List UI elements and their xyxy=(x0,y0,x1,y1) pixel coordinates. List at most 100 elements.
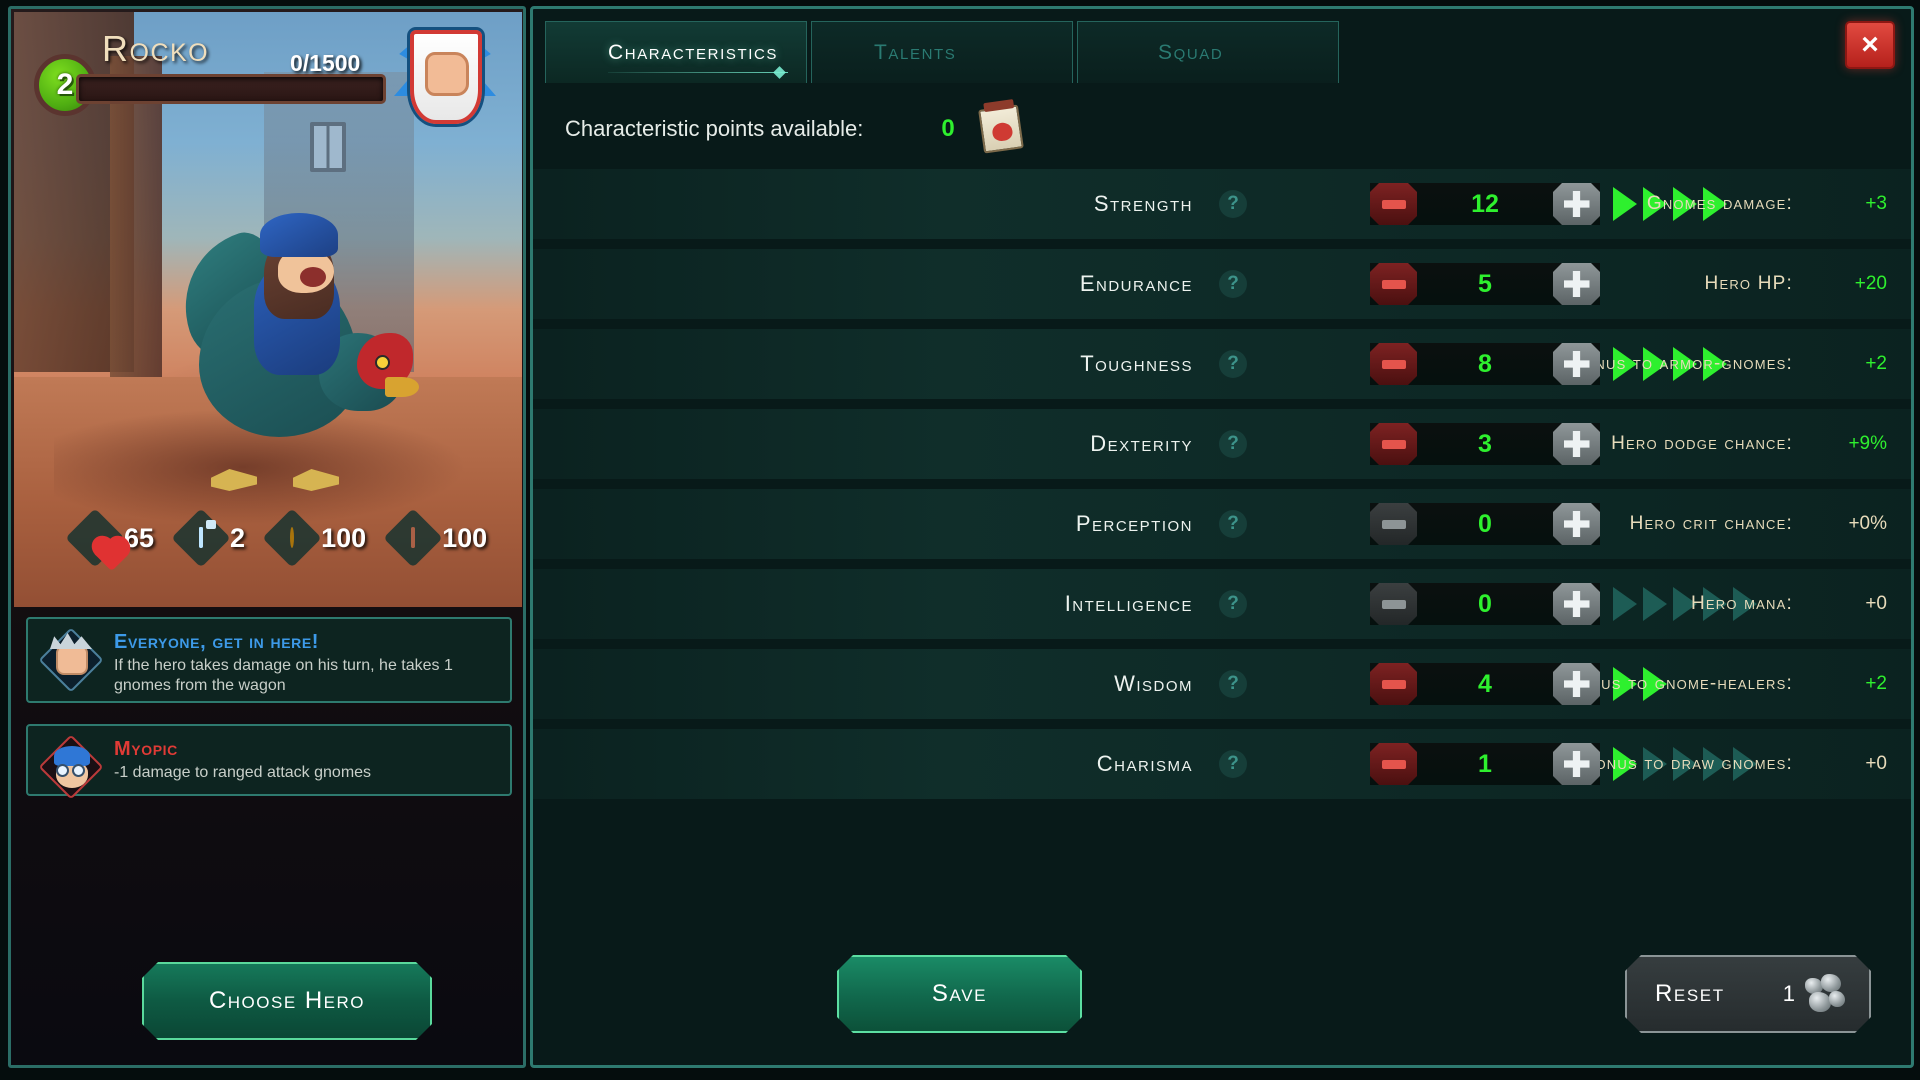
tab-bar: Characteristics Talents Squad xyxy=(545,21,1339,83)
stat-decrease-button[interactable] xyxy=(1370,663,1417,705)
stat-bonus-label: Bonus to draw gnomes: xyxy=(1581,753,1793,774)
perk-card[interactable]: Myopic -1 damage to ranged attack gnomes xyxy=(26,724,512,800)
stat-pip-icon xyxy=(1673,747,1697,781)
stat-increase-button[interactable] xyxy=(1553,663,1600,705)
stat-help-icon[interactable]: ? xyxy=(1219,590,1247,618)
stat-increase-button[interactable] xyxy=(1553,343,1600,385)
stat-name: Toughness xyxy=(1080,351,1193,376)
stat-list: Strength? 12 Gnomes damage: +3 Endurance? 5 He… xyxy=(533,169,1911,809)
stat-decrease-button[interactable] xyxy=(1370,263,1417,305)
stat-name: Charisma xyxy=(1096,751,1193,776)
hero-class-emblem xyxy=(392,22,497,140)
tab-characteristics[interactable]: Characteristics xyxy=(545,21,807,83)
background-building xyxy=(110,56,162,386)
stat-decrease-button[interactable] xyxy=(1370,423,1417,465)
stat-help-icon[interactable]: ? xyxy=(1219,670,1247,698)
perk-body: Myopic -1 damage to ranged attack gnomes xyxy=(114,738,496,783)
stat-pip-icon xyxy=(1643,667,1667,701)
stat-increase-button[interactable] xyxy=(1553,583,1600,625)
stat-pips xyxy=(1613,747,1757,781)
perk-card[interactable]: Everyone, get in here! If the hero takes… xyxy=(26,617,512,703)
stat-pip-icon xyxy=(1613,587,1637,621)
stat-decrease-button[interactable] xyxy=(1370,503,1417,545)
stat-decrease-button[interactable] xyxy=(1370,183,1417,225)
stat-pip-icon xyxy=(1613,347,1637,381)
tab-talents[interactable]: Talents xyxy=(811,21,1073,83)
stat-bonus-label: Hero mana: xyxy=(1690,593,1793,614)
stat-pip-icon xyxy=(1643,747,1667,781)
hero-mouth xyxy=(300,267,326,287)
choose-hero-button[interactable]: Choose Hero xyxy=(142,962,432,1040)
tab-label: Talents xyxy=(874,40,957,64)
fist-crown-icon xyxy=(38,627,104,693)
character-sheet-panel: Characteristics Talents Squad × Characte… xyxy=(530,6,1914,1068)
stat-pip-icon xyxy=(1703,187,1727,221)
resource-food-value: 100 xyxy=(442,522,488,553)
close-button[interactable]: × xyxy=(1845,21,1895,69)
resource-potion: 2 xyxy=(171,508,246,568)
tab-label: Characteristics xyxy=(608,40,779,64)
stat-bonus-value: +0% xyxy=(1848,513,1887,534)
stat-name: Intelligence xyxy=(1064,591,1193,616)
stat-increase-button[interactable] xyxy=(1553,183,1600,225)
perk-title: Everyone, get in here! xyxy=(114,631,320,653)
stat-name: Dexterity xyxy=(1090,431,1193,456)
points-available-label: Characteristic points available: xyxy=(565,116,864,141)
tab-squad[interactable]: Squad xyxy=(1077,21,1339,83)
hero-xp-bar xyxy=(76,74,386,104)
resource-gold-value: 100 xyxy=(321,522,367,553)
hero-xp-text: 0/1500 xyxy=(290,50,361,76)
resource-health: 65 xyxy=(65,508,154,572)
hero-header: 2 Rocko 0/1500 xyxy=(14,12,522,132)
stat-help-icon[interactable]: ? xyxy=(1219,510,1247,538)
stat-increase-button[interactable] xyxy=(1553,743,1600,785)
stat-name: Wisdom xyxy=(1114,671,1193,696)
stat-bonus-value: +9% xyxy=(1848,433,1887,454)
stones-icon xyxy=(1803,974,1847,1014)
stat-decrease-button[interactable] xyxy=(1370,743,1417,785)
stat-pip-icon xyxy=(1613,667,1637,701)
stat-increase-button[interactable] xyxy=(1553,263,1600,305)
save-button[interactable]: Save xyxy=(837,955,1082,1033)
reset-label: Reset xyxy=(1655,980,1725,1007)
sausage-icon xyxy=(383,508,443,568)
jam-can-icon xyxy=(977,104,1024,154)
stat-row: Wisdom? 4 Bonus to gnome-healers: +2 xyxy=(533,649,1911,719)
points-available-value: 0 xyxy=(941,115,955,142)
stat-help-icon[interactable]: ? xyxy=(1219,270,1247,298)
stat-pip-icon xyxy=(1673,347,1697,381)
stat-help-icon[interactable]: ? xyxy=(1219,430,1247,458)
stat-increase-button[interactable] xyxy=(1553,423,1600,465)
stat-pip-icon xyxy=(1673,587,1697,621)
reset-button[interactable]: Reset 1 xyxy=(1625,955,1871,1033)
stat-row: Endurance? 5 Hero HP: +20 xyxy=(533,249,1911,319)
rooster-leg xyxy=(293,469,339,491)
stat-decrease-button[interactable] xyxy=(1370,343,1417,385)
heart-icon xyxy=(65,508,128,572)
stat-bonus-label: Hero HP: xyxy=(1704,273,1793,294)
potion-icon xyxy=(171,508,231,568)
stat-pip-icon xyxy=(1703,747,1727,781)
resource-potion-value: 2 xyxy=(230,522,246,553)
hero-hat xyxy=(260,213,338,257)
stat-pip-icon xyxy=(1643,347,1667,381)
resource-food: 100 xyxy=(383,508,488,568)
tab-label: Squad xyxy=(1158,40,1224,64)
stat-bonus-label: Bonus to gnome-healers: xyxy=(1565,673,1793,694)
hero-portrait-art: 2 Rocko 0/1500 xyxy=(14,12,522,607)
stat-help-icon[interactable]: ? xyxy=(1219,750,1247,778)
stat-bonus-label: Hero dodge chance: xyxy=(1611,433,1793,454)
stat-pips xyxy=(1613,587,1757,621)
stat-bonus-value: +0 xyxy=(1865,593,1887,614)
stat-help-icon[interactable]: ? xyxy=(1219,350,1247,378)
perk-title: Myopic xyxy=(114,738,178,760)
stat-bonus-value: +0 xyxy=(1865,753,1887,774)
stat-decrease-button[interactable] xyxy=(1370,583,1417,625)
stat-help-icon[interactable]: ? xyxy=(1219,190,1247,218)
background-window xyxy=(310,122,346,172)
stat-bonus-value: +2 xyxy=(1865,673,1887,694)
stat-pip-icon xyxy=(1643,587,1667,621)
rooster-beak xyxy=(385,377,419,397)
stat-pips xyxy=(1613,187,1727,221)
stat-increase-button[interactable] xyxy=(1553,503,1600,545)
